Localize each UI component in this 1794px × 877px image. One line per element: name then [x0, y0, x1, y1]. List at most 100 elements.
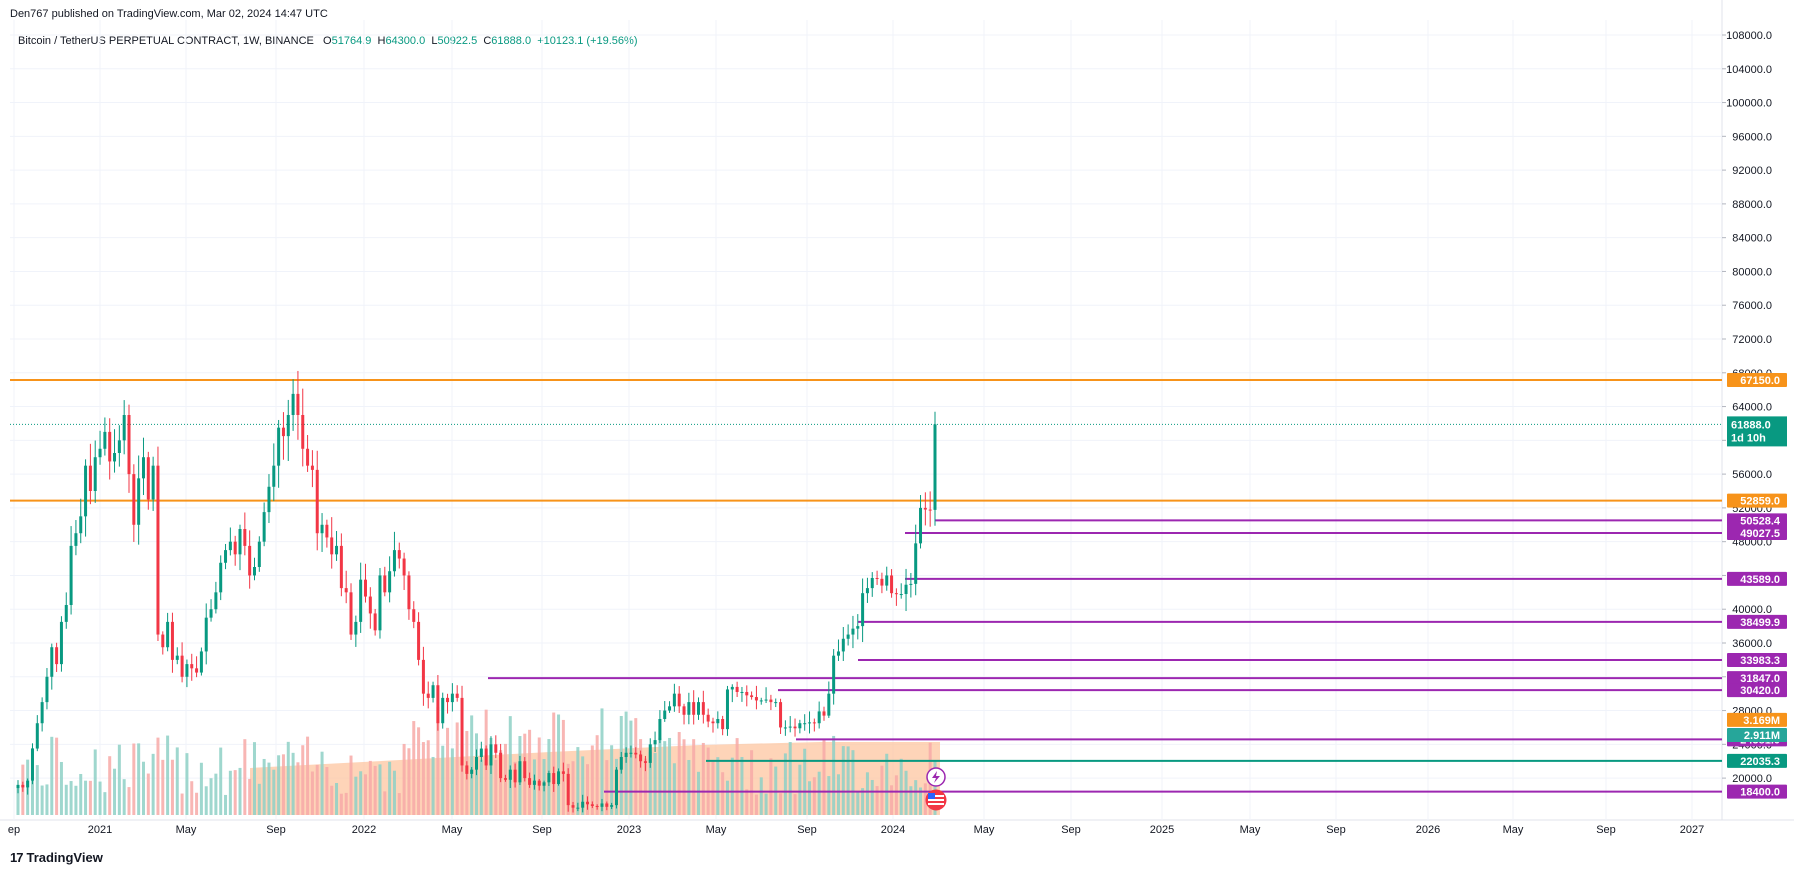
candle-body [98, 448, 102, 458]
volume-bar [330, 785, 334, 815]
candle-body [117, 440, 121, 453]
volume-bar [175, 747, 179, 815]
candle-body [238, 529, 242, 555]
volume-bar [634, 718, 638, 815]
x-tick-label: 2024 [881, 824, 905, 836]
candle-body [639, 754, 643, 762]
candle-body [571, 805, 575, 808]
lightning-icon[interactable] [926, 767, 946, 787]
candle-body [257, 541, 261, 567]
volume-profile-area [250, 742, 940, 815]
x-tick-label: May [1240, 824, 1261, 836]
candle-body [547, 773, 551, 783]
volume-bar [933, 760, 937, 815]
volume-bar [161, 759, 165, 815]
candle-body [701, 702, 705, 715]
volume-bar [35, 765, 39, 815]
legend-close-label: C [483, 35, 492, 47]
last-price-label: 61888.0 [1731, 419, 1771, 431]
volume-bar [894, 775, 898, 815]
candle-body [113, 453, 117, 462]
candle-body [634, 752, 638, 755]
candle-body [870, 577, 874, 589]
volume-bar [59, 761, 63, 815]
price-level-lines [10, 378, 1722, 793]
legend-high: 64300.0 [385, 35, 426, 47]
level-badge: 43589.0 [1740, 574, 1780, 586]
volume-bar [132, 743, 136, 815]
level-badge: 22035.3 [1740, 756, 1780, 768]
volume-bar [262, 758, 266, 815]
volume-bar [658, 737, 662, 815]
candle-body [436, 685, 440, 724]
candle-body [552, 773, 556, 785]
volume-bar [137, 743, 141, 815]
volume-bar [779, 793, 783, 815]
volume-bar [639, 739, 643, 815]
candle-body [450, 693, 454, 703]
candle-body [798, 723, 802, 729]
candle-body [769, 699, 773, 703]
volume-bar [141, 761, 145, 815]
volume-bar [479, 759, 483, 815]
y-tick-label: 76000.0 [1732, 300, 1772, 312]
candle-body [35, 723, 39, 749]
volume-bar [812, 777, 816, 815]
candle-body [45, 676, 49, 703]
volume-bar [64, 784, 68, 815]
time-axis[interactable]: ep 2021 May Sep 2022 May Sep 2023 May Sep 2024 May S… [8, 824, 1704, 836]
candle-body [711, 721, 715, 724]
volume-bar [528, 729, 532, 815]
volume-bar [552, 712, 556, 815]
tradingview-footer[interactable]: 17 TradingView [10, 850, 103, 865]
volume-bar [421, 742, 425, 815]
candle-body [754, 697, 758, 701]
candle-body [199, 651, 203, 673]
volume-bar [320, 751, 324, 815]
volume-bar [677, 732, 681, 815]
level-badge: 49027.5 [1740, 528, 1780, 540]
volume-bar [146, 773, 150, 815]
volume-bar [286, 741, 290, 815]
candle-body [88, 465, 92, 491]
volume-bar [643, 758, 647, 815]
candle-body [605, 803, 609, 807]
volume-bar [397, 793, 401, 815]
volume-bar [750, 750, 754, 815]
volume-bar [50, 736, 54, 815]
candle-body [195, 668, 199, 673]
volume-bar [899, 758, 903, 815]
candle-body [446, 697, 450, 703]
candle-body [894, 593, 898, 595]
candle-body [532, 780, 536, 785]
candle-body [252, 567, 256, 576]
volume-bar [470, 715, 474, 815]
y-tick-label: 100000.0 [1726, 98, 1772, 110]
candle-body [103, 431, 107, 449]
candle-body [40, 702, 44, 724]
volume-bar [306, 736, 310, 815]
candle-body [219, 562, 223, 593]
level-badge: 30420.0 [1740, 685, 1780, 697]
candle-body [325, 524, 329, 538]
y-tick-label: 72000.0 [1732, 334, 1772, 346]
volume-bar [368, 760, 372, 815]
event-icons[interactable] [925, 767, 947, 811]
volume-bar [721, 772, 725, 815]
candle-body [803, 723, 807, 725]
volume-bar [875, 786, 879, 815]
candle-body [421, 659, 425, 694]
y-tick-label: 88000.0 [1732, 199, 1772, 211]
candle-body [841, 638, 845, 652]
y-tick-label: 56000.0 [1732, 469, 1772, 481]
candle-body [682, 706, 686, 715]
us-flag-icon[interactable] [925, 789, 947, 811]
level-badge-bg [1727, 571, 1787, 586]
volume-bar [590, 745, 594, 815]
volume-bar [436, 707, 440, 815]
candle-body [233, 541, 237, 555]
level-badge: 18400.0 [1740, 787, 1780, 799]
volume-bar [557, 714, 561, 815]
y-tick-label: 80000.0 [1732, 266, 1772, 278]
